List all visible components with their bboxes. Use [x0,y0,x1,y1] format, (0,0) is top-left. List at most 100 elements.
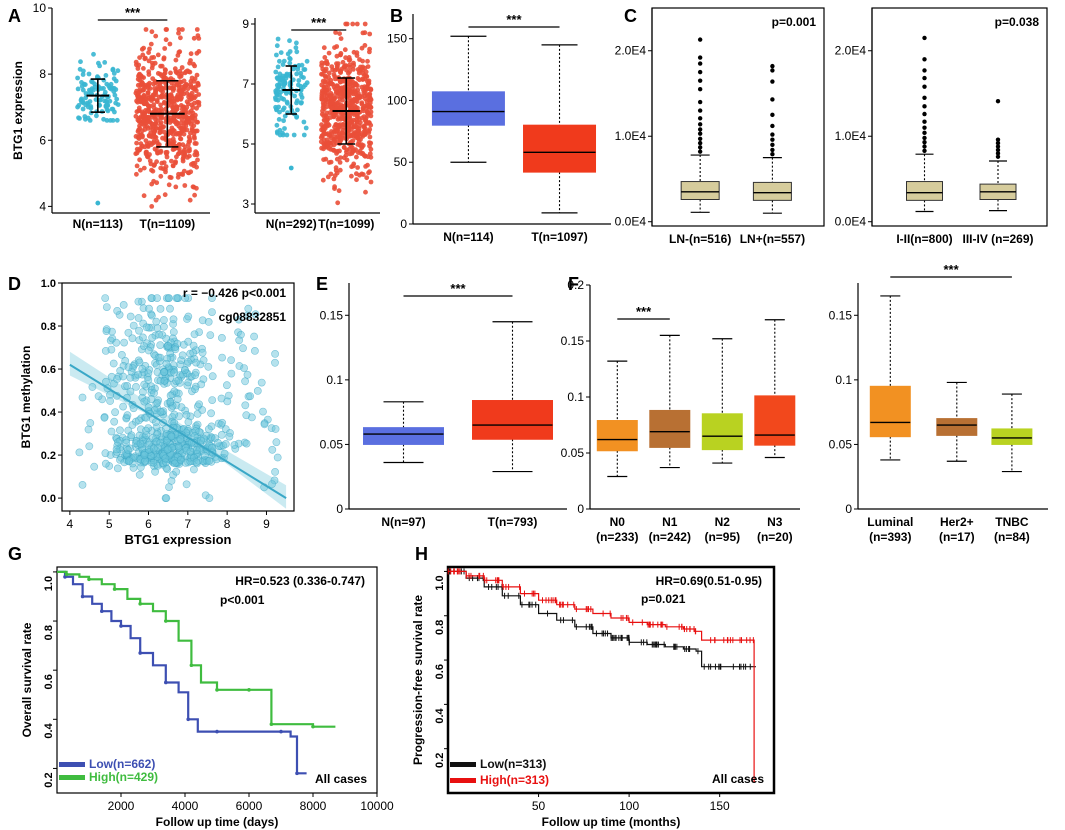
data-point [111,408,119,417]
data-point [318,139,324,145]
data-point [132,382,140,391]
x-category-label: N2 [715,515,731,529]
data-point [77,116,82,121]
outlier-point [922,84,927,89]
data-point [235,336,244,345]
data-point [368,104,374,110]
data-point [149,204,155,209]
x-tick-label: 7 [184,517,191,531]
data-point [322,73,328,79]
outlier-point [995,137,1001,142]
censor-mark [189,663,194,668]
y-tick-label: 0.2 [43,772,55,787]
data-point [155,330,163,339]
data-point [90,462,99,471]
data-point [148,41,154,47]
data-point [204,425,213,434]
x-tick-label: 100 [619,799,639,813]
data-point [88,383,97,391]
data-point [361,114,367,119]
data-point [332,67,338,73]
confidence-band [69,351,287,509]
data-point [177,79,183,85]
data-point [205,494,214,502]
data-point [79,80,84,85]
data-point [163,27,169,32]
data-point [156,341,165,349]
data-point [301,119,307,125]
data-point [124,328,133,337]
outlier-point [922,104,927,109]
data-point [259,407,267,416]
data-point [151,91,157,97]
data-point [367,151,373,157]
data-point [95,200,101,206]
data-point [368,179,374,185]
p-value-label: p<0.001 [220,593,265,607]
data-point [103,103,109,109]
panel-c2: 0.0E4 1.0E4 2.0E4 I-II(n=800) III-IV (n=269)… [835,7,1048,246]
data-point [81,68,86,74]
data-point [190,118,196,124]
data-point [234,315,243,324]
data-point [328,171,334,177]
data-point [102,303,111,311]
data-point [147,152,152,157]
data-point [134,163,140,169]
data-point [294,40,299,46]
data-point [181,168,187,174]
data-point [122,438,131,447]
p-value-label: p=0.021 [641,592,686,606]
data-point [368,109,374,115]
y-tick-label: 0.4 [43,722,55,738]
censor-mark [80,594,85,599]
data-point [331,147,337,153]
y-tick-label: 1.0E4 [835,129,867,143]
legend-swatch [59,762,85,767]
outlier-point [922,148,927,153]
censor-mark [186,717,190,722]
data-point [103,73,109,78]
data-point [111,76,117,82]
data-point [174,97,180,103]
data-point [151,55,157,60]
data-point [162,359,171,368]
data-point [200,451,209,460]
data-point [331,72,337,77]
data-point [351,96,357,102]
data-point [361,152,367,158]
data-point [197,380,206,389]
data-point [169,118,174,123]
data-point [152,146,158,152]
data-point [338,91,344,96]
data-point [149,29,155,35]
data-point [192,100,197,106]
data-point [150,62,156,68]
data-point [167,174,173,180]
data-point [176,455,185,464]
data-point [187,153,192,159]
data-point [184,312,193,321]
data-point [113,306,122,315]
data-point [124,363,133,372]
data-point [136,148,141,154]
data-point [274,52,279,58]
data-point [338,36,344,41]
survival-curve [448,570,756,783]
data-point [352,89,358,95]
data-point [186,134,192,140]
data-point [141,165,147,171]
box [701,413,743,451]
data-point [213,438,222,447]
data-point [147,311,156,320]
outlier-point [770,147,775,153]
data-point [271,467,279,476]
outlier-point [995,151,1001,156]
data-point [112,445,121,454]
data-point [190,115,195,121]
data-point [162,46,168,51]
data-point [358,143,364,149]
data-point [149,458,158,467]
data-point [181,294,190,302]
data-point [144,123,150,129]
